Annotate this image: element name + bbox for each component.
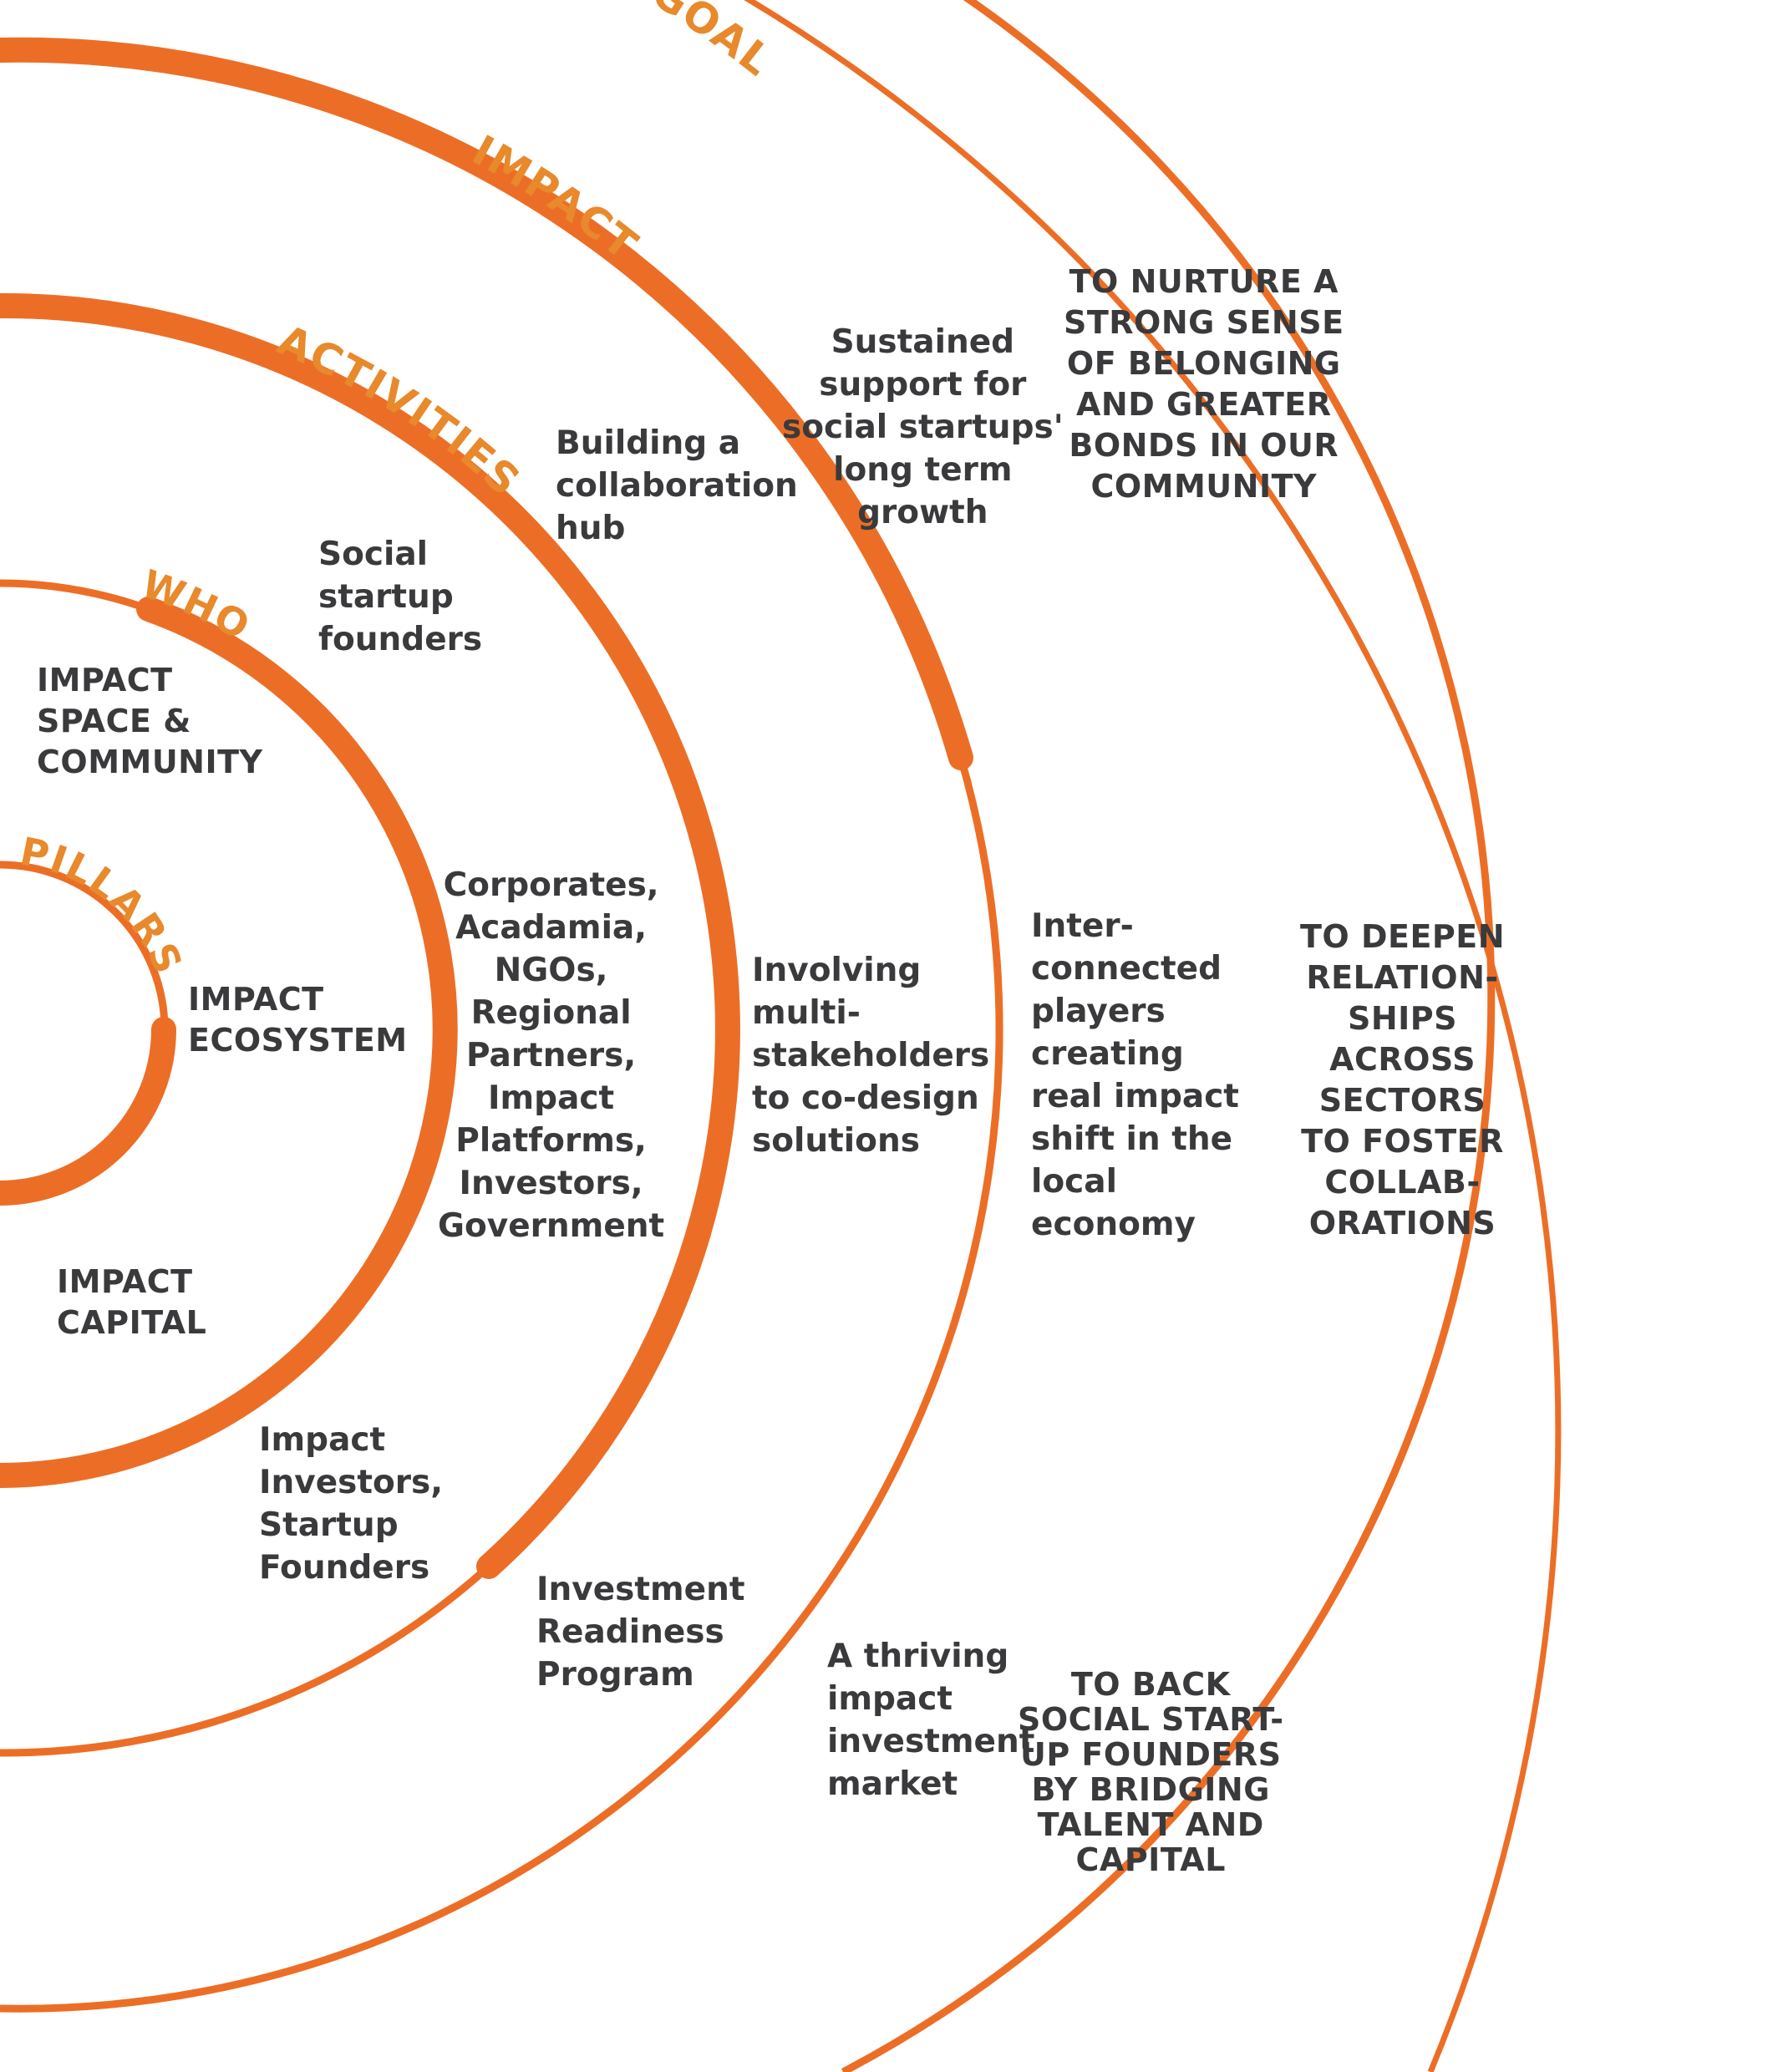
pillars-label: PILLARS xyxy=(17,828,192,981)
who-capital: Impact Investors, Startup Founders xyxy=(259,1421,444,1587)
impact-space-community: Sustained support for social startups' l… xyxy=(782,323,1064,531)
who-ring xyxy=(0,579,150,613)
impact-capital: A thriving impact investment market xyxy=(827,1638,1035,1803)
pillar-space-community: IMPACT SPACE & COMMUNITY xyxy=(37,662,263,780)
who-ring-thick xyxy=(0,597,458,1488)
who-space-community: Social startup founders xyxy=(318,536,483,658)
activity-capital: Investment Readiness Program xyxy=(536,1571,745,1694)
goal-ecosystem: TO DEEPEN RELATION- SHIPS ACROSS SECTORS… xyxy=(1300,918,1506,1242)
impact-ring xyxy=(0,756,1003,2013)
activity-space-community: Building a collaboration hub xyxy=(556,424,798,547)
pillar-capital: IMPACT CAPITAL xyxy=(57,1263,207,1341)
impact-ecosystem: Inter- connected players creating real i… xyxy=(1031,907,1239,1243)
pillars-ring-thick xyxy=(0,1017,176,1206)
pillars-ring xyxy=(0,861,169,1030)
activity-ecosystem: Involving multi- stakeholders to co-desi… xyxy=(752,952,990,1160)
goal-ring xyxy=(841,0,1496,2072)
who-ecosystem: Corporates, Acadamia, NGOs, Regional Par… xyxy=(438,866,665,1245)
goal-capital: TO BACK SOCIAL START- UP FOUNDERS BY BRI… xyxy=(1018,1666,1284,1878)
impact-ring-thick xyxy=(0,37,973,770)
impact-label: IMPACT xyxy=(465,126,648,271)
activities-ring xyxy=(0,1563,492,1757)
pillar-ecosystem: IMPACT ECOSYSTEM xyxy=(188,981,408,1059)
goal-label: GOAL xyxy=(643,0,782,86)
activities-label: ACTIVITIES xyxy=(271,316,530,506)
activities-ring-thick xyxy=(0,292,740,1579)
goal-space-community: TO NURTURE A STRONG SENSE OF BELONGING A… xyxy=(1064,263,1344,505)
outer-arc xyxy=(744,0,1562,2072)
